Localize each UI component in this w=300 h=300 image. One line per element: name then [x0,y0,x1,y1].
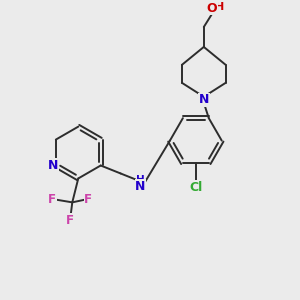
Text: Cl: Cl [189,181,203,194]
Text: O: O [206,2,217,15]
Text: F: F [66,214,74,227]
Text: F: F [84,193,92,206]
Text: N: N [48,159,58,172]
Text: N: N [199,93,209,106]
Text: F: F [48,193,56,206]
Text: H: H [136,176,145,185]
Text: N: N [135,180,146,193]
Text: H: H [215,2,224,12]
